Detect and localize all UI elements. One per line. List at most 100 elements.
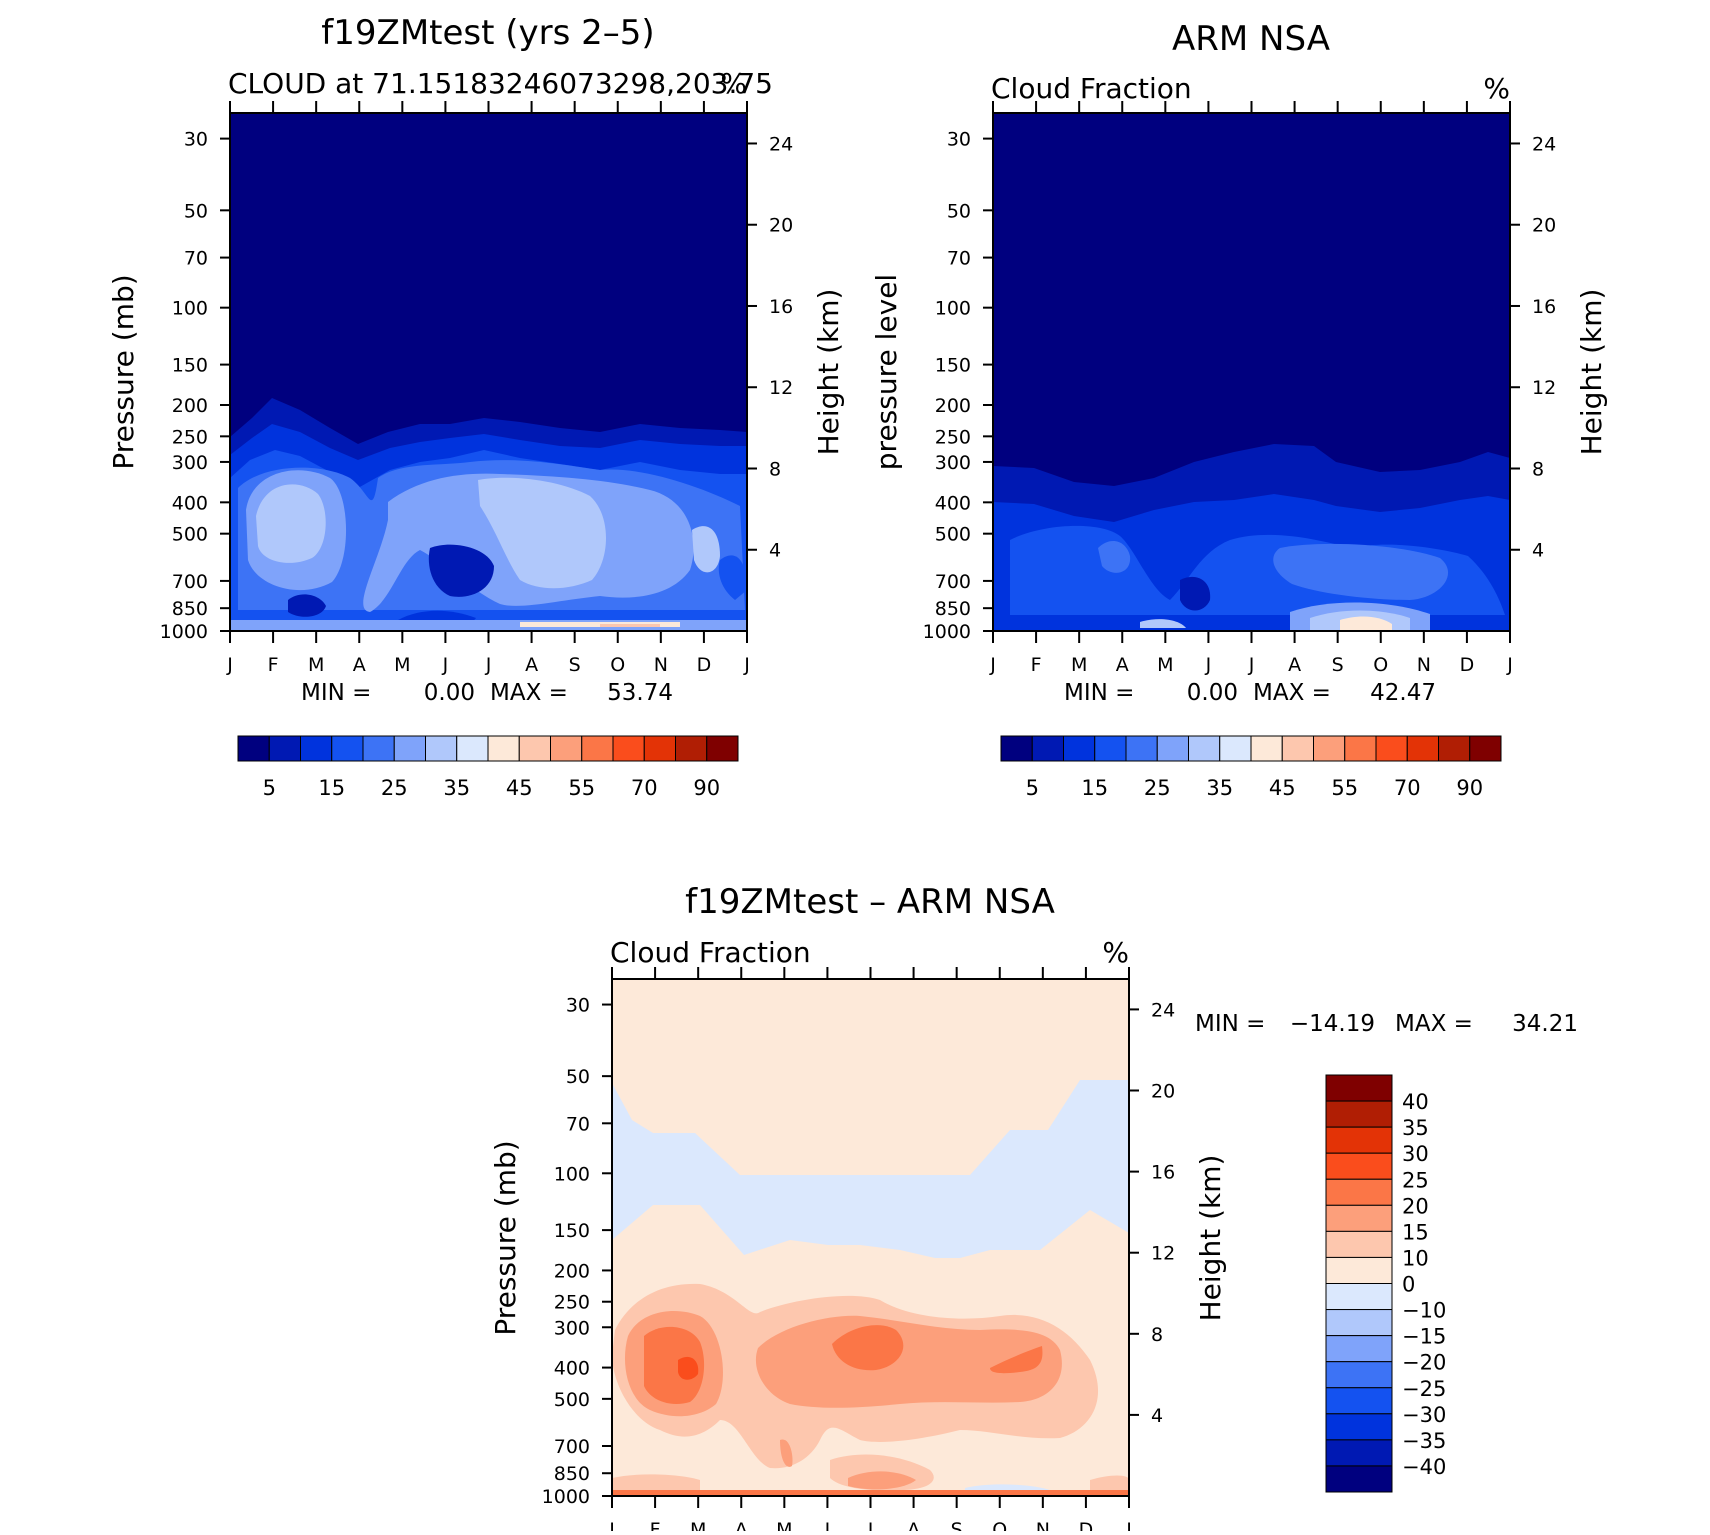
colorbar-tick-label: 45 — [1269, 776, 1296, 800]
pressure-tick-label: 700 — [935, 571, 971, 593]
min-value: −14.19 — [1290, 1011, 1375, 1037]
height-tick-label: 12 — [1151, 1243, 1175, 1265]
month-tick-label: M — [308, 654, 324, 676]
pressure-tick-label: 500 — [935, 524, 971, 546]
height-tick-label: 8 — [1532, 458, 1544, 480]
colorbar-swatch — [1281, 735, 1314, 762]
colorbar-tick-label: 35 — [1206, 776, 1233, 800]
pressure-tick-label: 100 — [935, 298, 971, 320]
colorbar-tick-label: 55 — [568, 776, 595, 800]
contour-level-band — [256, 484, 326, 563]
pressure-tick-label: 250 — [935, 426, 971, 448]
pressure-tick-label: 300 — [935, 452, 971, 474]
colorbar-tick-label: 90 — [1456, 776, 1483, 800]
colorbar-tick-label: 15 — [318, 776, 345, 800]
month-tick-label: M — [394, 654, 410, 676]
pressure-tick-label: 700 — [554, 1436, 590, 1458]
contour-level-band — [288, 594, 326, 617]
contour-level-band — [1140, 619, 1186, 628]
colorbar-swatch — [1325, 1283, 1393, 1311]
month-tick-label: D — [1079, 1519, 1094, 1531]
pressure-tick-label: 100 — [554, 1163, 590, 1185]
colorbar-swatch — [237, 735, 270, 762]
colorbar-tick-label: −30 — [1402, 1403, 1446, 1427]
colorbar: 5 15 25 35 45 55 70 90 — [237, 735, 739, 800]
colorbar-swatch — [1156, 735, 1189, 762]
contour-level-band — [612, 1080, 1129, 1258]
height-tick-label: 4 — [769, 540, 781, 562]
contour-level-band — [678, 1356, 699, 1380]
pressure-tick-label: 500 — [554, 1389, 590, 1411]
colorbar-swatch — [1188, 735, 1221, 762]
pressure-tick-label: 70 — [566, 1113, 590, 1135]
month-tick-label: F — [650, 1519, 661, 1531]
month-tick-label: A — [907, 1519, 920, 1531]
height-tick-label: 24 — [769, 133, 793, 155]
height-tick-label: 16 — [769, 296, 793, 318]
pressure-tick-label: 150 — [554, 1220, 590, 1242]
colorbar-swatch — [550, 735, 583, 762]
y-axis-label-left: Pressure (mb) — [107, 274, 140, 469]
month-tick-label: N — [1417, 654, 1431, 676]
colorbar-tick-label: 70 — [1394, 776, 1421, 800]
contour-level-band — [870, 1080, 950, 1175]
colorbar-swatch — [1325, 1230, 1393, 1258]
panel-model: f19ZMtest (yrs 2–5) CLOUD at 71.15183246… — [107, 13, 845, 800]
colorbar-tick-label: 10 — [1402, 1246, 1429, 1270]
colorbar-swatch — [1325, 1178, 1393, 1206]
month-tick-label: D — [1460, 654, 1475, 676]
pressure-tick-label: 850 — [935, 598, 971, 620]
colorbar-tick-label: −20 — [1402, 1351, 1446, 1375]
colorbar-swatch — [1325, 1335, 1393, 1363]
month-tick-label: J — [608, 1519, 615, 1531]
pressure-tick-label: 200 — [935, 395, 971, 417]
height-tick-label: 20 — [1151, 1081, 1175, 1103]
max-label: MAX = — [1253, 680, 1331, 706]
max-label: MAX = — [490, 680, 568, 706]
pressure-tick-label: 50 — [184, 200, 208, 222]
colorbar-swatch — [643, 735, 676, 762]
month-tick-label: D — [697, 654, 712, 676]
panel-subtitle: Cloud Fraction — [610, 936, 811, 969]
pressure-tick-label: 50 — [947, 200, 971, 222]
colorbar-swatch — [1325, 1413, 1393, 1441]
pressure-tick-label: 850 — [554, 1463, 590, 1485]
colorbar-swatch — [1325, 1465, 1393, 1493]
month-tick-label: J — [1506, 654, 1513, 676]
colorbar-swatch — [1325, 1387, 1393, 1415]
contour-level-band — [1340, 616, 1392, 631]
max-value: 42.47 — [1370, 680, 1436, 706]
pressure-tick-label: 70 — [184, 248, 208, 270]
colorbar-swatch — [1094, 735, 1127, 762]
min-label: MIN = — [1064, 680, 1134, 706]
colorbar: 5 15 25 35 45 55 70 90 — [1000, 735, 1502, 800]
month-tick-label: N — [654, 654, 668, 676]
pressure-tick-label: 70 — [947, 248, 971, 270]
max-value: 53.74 — [607, 680, 673, 706]
contour-level-band — [832, 1325, 904, 1371]
colorbar-tick-label: 25 — [1144, 776, 1171, 800]
month-tick-label: J — [989, 654, 996, 676]
colorbar-tick-label: −25 — [1402, 1377, 1446, 1401]
month-tick-label: S — [569, 654, 581, 676]
pressure-tick-label: 1000 — [160, 621, 208, 643]
colorbar-tick-label: 0 — [1402, 1273, 1415, 1297]
height-tick-label: 16 — [1532, 296, 1556, 318]
contour-level-band — [1180, 576, 1211, 611]
y-axis-label-right: Height (km) — [812, 289, 845, 456]
contour-level-band — [755, 1315, 1062, 1408]
panel-title: f19ZMtest (yrs 2–5) — [321, 13, 654, 53]
panel-subtitle: CLOUD at 71.15183246073298,203.75 — [228, 67, 773, 100]
month-tick-label: J — [1248, 654, 1255, 676]
colorbar-swatch — [1406, 735, 1439, 762]
month-tick-label: O — [992, 1519, 1007, 1531]
colorbar-tick-label: 30 — [1402, 1142, 1429, 1166]
colorbar-swatch — [581, 735, 614, 762]
panel-subtitle: Cloud Fraction — [991, 72, 1192, 105]
colorbar-swatch — [1125, 735, 1158, 762]
pressure-tick-label: 400 — [935, 492, 971, 514]
month-tick-label: M — [690, 1519, 706, 1531]
colorbar-tick-label: −35 — [1402, 1429, 1446, 1453]
colorbar-tick-label: −15 — [1402, 1325, 1446, 1349]
